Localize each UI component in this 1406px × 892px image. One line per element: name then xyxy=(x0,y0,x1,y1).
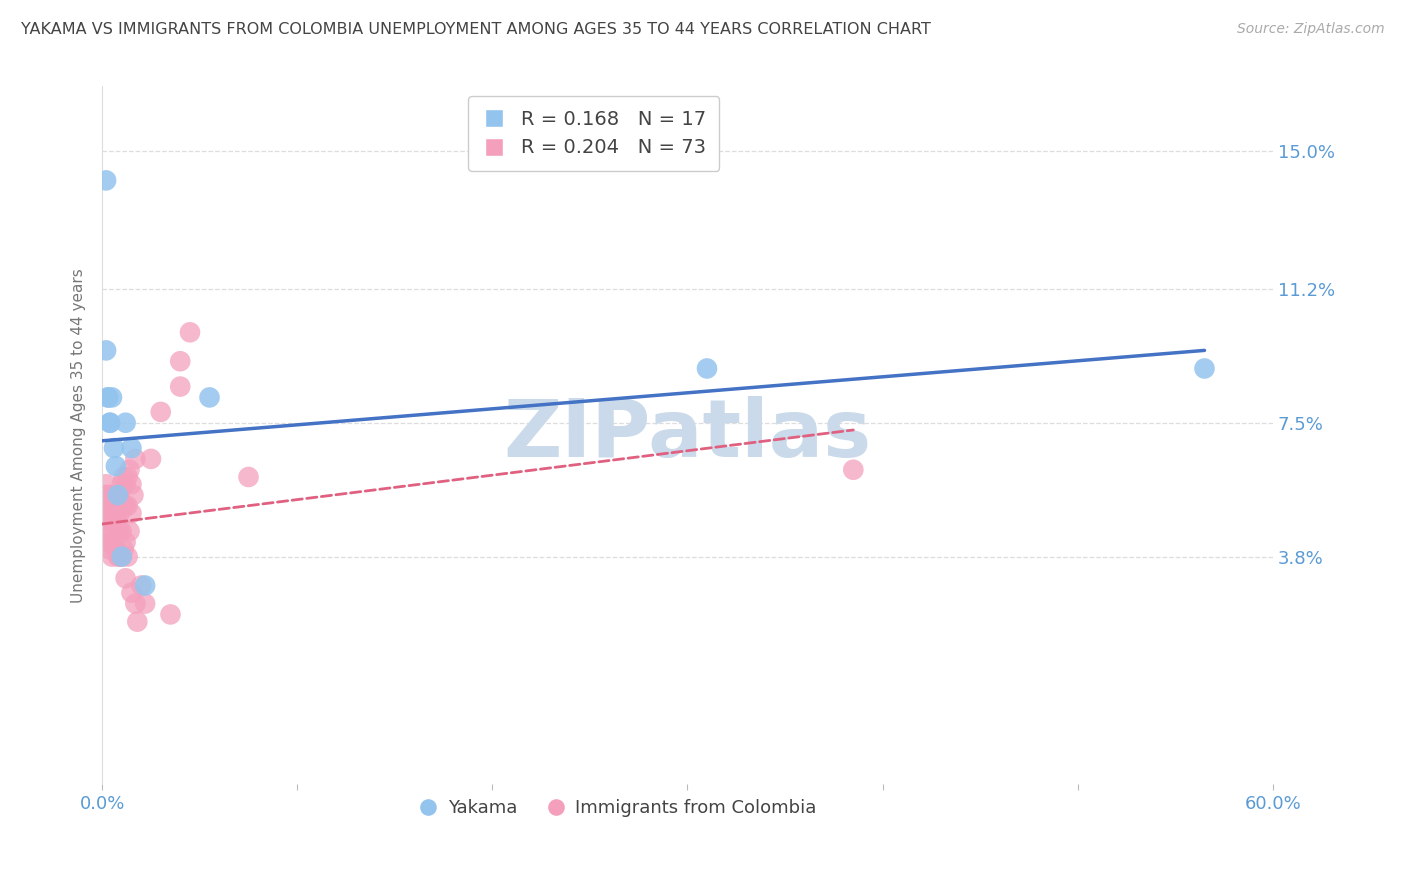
Point xyxy=(134,597,156,611)
Point xyxy=(159,607,181,622)
Text: ZIPatlas: ZIPatlas xyxy=(503,396,872,475)
Point xyxy=(111,549,134,564)
Point xyxy=(118,524,141,539)
Point xyxy=(97,499,120,513)
Point xyxy=(179,326,201,340)
Point xyxy=(101,506,124,520)
Point xyxy=(94,499,117,513)
Point xyxy=(107,549,129,564)
Text: Source: ZipAtlas.com: Source: ZipAtlas.com xyxy=(1237,22,1385,37)
Point xyxy=(97,391,120,405)
Point xyxy=(111,549,134,564)
Point xyxy=(114,571,136,585)
Point xyxy=(127,615,149,629)
Point xyxy=(149,405,172,419)
Point xyxy=(114,535,136,549)
Point xyxy=(97,524,120,539)
Point xyxy=(98,524,121,539)
Point xyxy=(101,549,124,564)
Point xyxy=(98,416,121,430)
Point xyxy=(97,506,120,520)
Y-axis label: Unemployment Among Ages 35 to 44 years: Unemployment Among Ages 35 to 44 years xyxy=(72,268,86,603)
Point xyxy=(98,416,121,430)
Point xyxy=(117,470,139,484)
Point xyxy=(117,499,139,513)
Point xyxy=(94,343,117,358)
Point xyxy=(104,488,127,502)
Point xyxy=(94,506,117,520)
Point xyxy=(108,524,131,539)
Point xyxy=(118,463,141,477)
Point xyxy=(107,524,129,539)
Text: YAKAMA VS IMMIGRANTS FROM COLOMBIA UNEMPLOYMENT AMONG AGES 35 TO 44 YEARS CORREL: YAKAMA VS IMMIGRANTS FROM COLOMBIA UNEMP… xyxy=(21,22,931,37)
Point xyxy=(104,513,127,527)
Point xyxy=(98,542,121,557)
Point xyxy=(93,506,115,520)
Point xyxy=(114,499,136,513)
Point xyxy=(107,499,129,513)
Point xyxy=(104,506,127,520)
Point xyxy=(104,459,127,474)
Point xyxy=(108,549,131,564)
Point xyxy=(124,451,146,466)
Point xyxy=(98,488,121,502)
Point xyxy=(101,513,124,527)
Point xyxy=(97,391,120,405)
Point xyxy=(111,524,134,539)
Point xyxy=(101,499,124,513)
Point xyxy=(111,477,134,491)
Point xyxy=(103,535,125,549)
Point xyxy=(121,441,143,455)
Point xyxy=(121,585,143,599)
Point xyxy=(97,488,120,502)
Point xyxy=(198,391,221,405)
Point xyxy=(103,513,125,527)
Point xyxy=(112,499,135,513)
Point xyxy=(103,441,125,455)
Point xyxy=(101,488,124,502)
Point xyxy=(94,513,117,527)
Point xyxy=(111,499,134,513)
Point xyxy=(112,470,135,484)
Point xyxy=(97,535,120,549)
Point xyxy=(122,488,145,502)
Point xyxy=(108,506,131,520)
Point xyxy=(101,391,124,405)
Point xyxy=(101,535,124,549)
Point xyxy=(108,488,131,502)
Point xyxy=(98,513,121,527)
Point xyxy=(112,542,135,557)
Point xyxy=(114,416,136,430)
Point xyxy=(134,578,156,592)
Point xyxy=(121,477,143,491)
Point xyxy=(121,506,143,520)
Point xyxy=(114,477,136,491)
Point xyxy=(696,361,718,376)
Point xyxy=(93,488,115,502)
Point xyxy=(104,542,127,557)
Point xyxy=(1194,361,1216,376)
Legend: Yakama, Immigrants from Colombia: Yakama, Immigrants from Colombia xyxy=(411,792,824,824)
Point xyxy=(103,499,125,513)
Point xyxy=(94,488,117,502)
Point xyxy=(129,578,152,592)
Point xyxy=(169,379,191,393)
Point xyxy=(94,477,117,491)
Point xyxy=(107,506,129,520)
Point xyxy=(169,354,191,368)
Point xyxy=(94,173,117,187)
Point xyxy=(117,549,139,564)
Point xyxy=(107,488,129,502)
Point xyxy=(238,470,260,484)
Point xyxy=(98,499,121,513)
Point xyxy=(139,451,162,466)
Point xyxy=(97,513,120,527)
Point xyxy=(98,506,121,520)
Point xyxy=(842,463,865,477)
Point xyxy=(124,597,146,611)
